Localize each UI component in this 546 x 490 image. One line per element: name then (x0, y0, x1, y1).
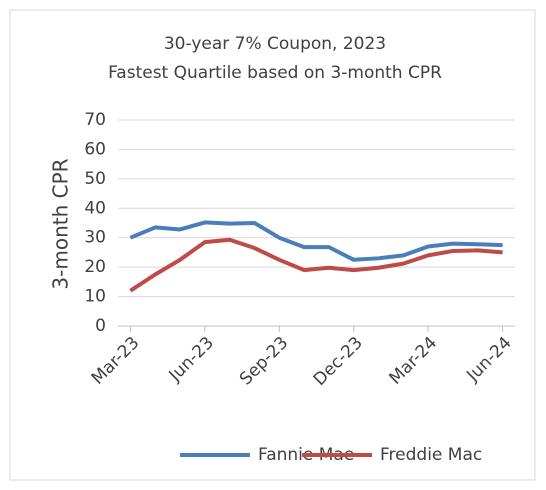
series-line (129, 220, 503, 262)
y-axis-label: 3-month CPR (49, 158, 73, 289)
y-tick-label: 30 (84, 228, 106, 248)
y-tick-label: 0 (95, 316, 106, 336)
legend-label: Freddie Mac (380, 445, 482, 465)
y-tick-label: 40 (84, 198, 106, 218)
chart-subtitle: Fastest Quartile based on 3-month CPR (108, 63, 442, 83)
y-tick-label: 20 (84, 257, 106, 277)
chart-title: 30-year 7% Coupon, 2023 (164, 34, 386, 54)
y-tick-label: 70 (84, 110, 106, 130)
y-tick-label: 50 (84, 169, 106, 189)
series-line (129, 237, 503, 293)
y-tick-label: 60 (84, 139, 106, 159)
y-tick-label: 10 (84, 287, 106, 307)
